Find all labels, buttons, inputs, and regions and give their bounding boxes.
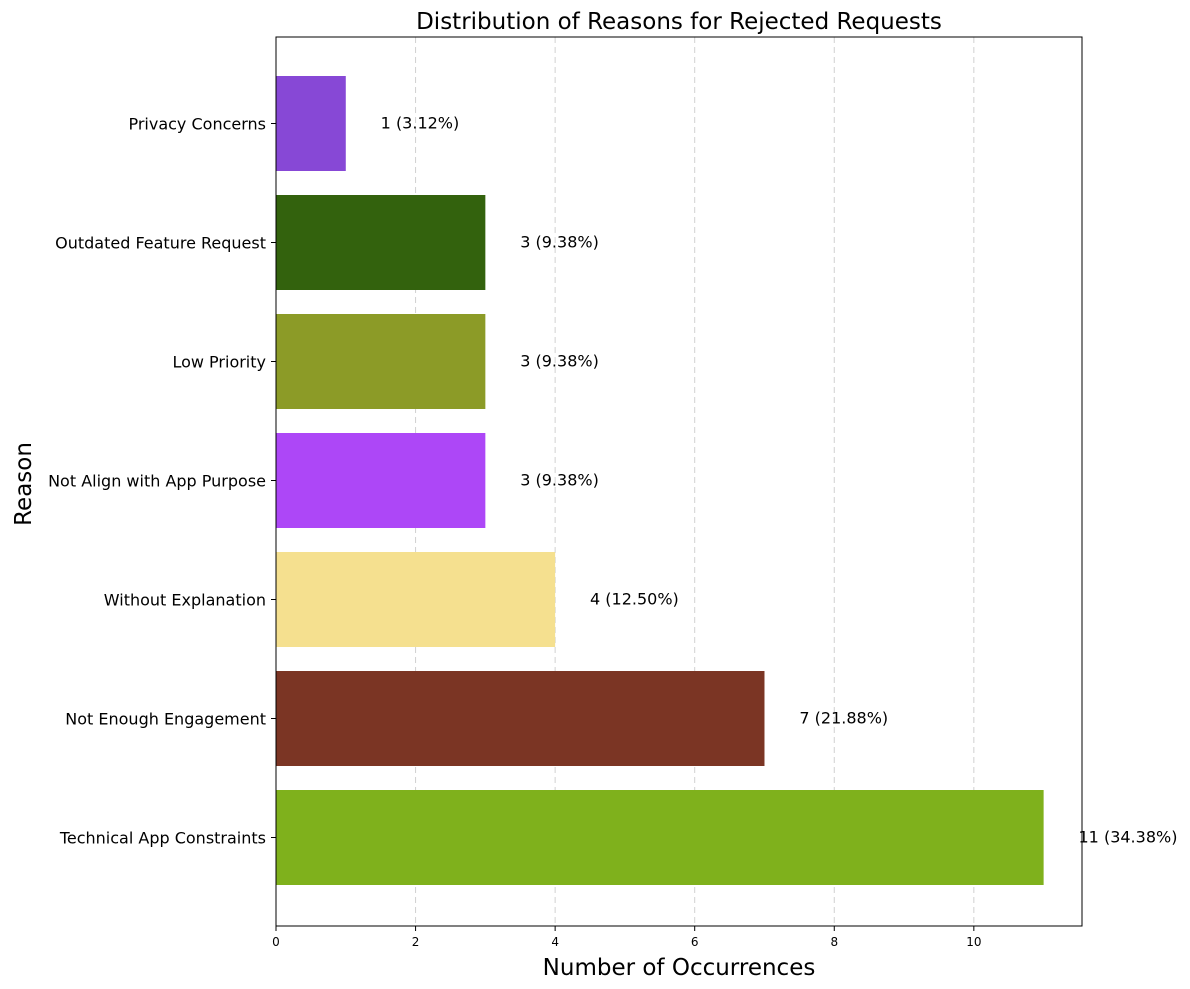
bar	[276, 790, 1044, 885]
bar	[276, 433, 486, 528]
y-category-label: Low Priority	[172, 353, 266, 372]
x-tick-label: 10	[966, 935, 981, 949]
y-category-label: Outdated Feature Request	[55, 234, 266, 253]
y-category-label: Without Explanation	[104, 591, 266, 610]
y-category-label: Privacy Concerns	[128, 115, 266, 134]
y-category-labels: Technical App Constraints Not Enough Enga…	[48, 115, 276, 848]
y-category-label: Not Enough Engagement	[65, 710, 266, 729]
bar	[276, 76, 346, 171]
x-tick-label: 8	[830, 935, 838, 949]
bar	[276, 314, 486, 409]
y-axis-label: Reason	[11, 442, 37, 526]
bar-value-label: 1 (3.12%)	[381, 114, 460, 133]
bar-value-label: 3 (9.38%)	[520, 233, 599, 252]
data-labels: 11 (34.38%) 7 (21.88%) 4 (12.50%) 3 (9.38%)…	[381, 114, 1178, 847]
bar-value-label: 7 (21.88%)	[799, 709, 888, 728]
x-axis-label: Number of Occurrences	[543, 955, 816, 981]
x-tick-label: 4	[551, 935, 559, 949]
bars	[276, 76, 1044, 885]
chart-title: Distribution of Reasons for Rejected Req…	[416, 9, 942, 35]
y-category-label: Not Align with App Purpose	[48, 472, 266, 491]
bar	[276, 552, 556, 647]
bar	[276, 195, 486, 290]
x-ticks: 0 2 4 6 8 10	[272, 926, 981, 949]
plot-frame	[275, 36, 1083, 927]
x-tick-label: 6	[691, 935, 699, 949]
bar-value-label: 3 (9.38%)	[520, 471, 599, 490]
bar-value-label: 11 (34.38%)	[1079, 828, 1178, 847]
bar	[276, 671, 765, 766]
x-tick-label: 2	[412, 935, 420, 949]
bar-value-label: 3 (9.38%)	[520, 352, 599, 371]
x-tick-label: 0	[272, 935, 280, 949]
y-category-label: Technical App Constraints	[59, 829, 266, 848]
bar-value-label: 4 (12.50%)	[590, 590, 679, 609]
